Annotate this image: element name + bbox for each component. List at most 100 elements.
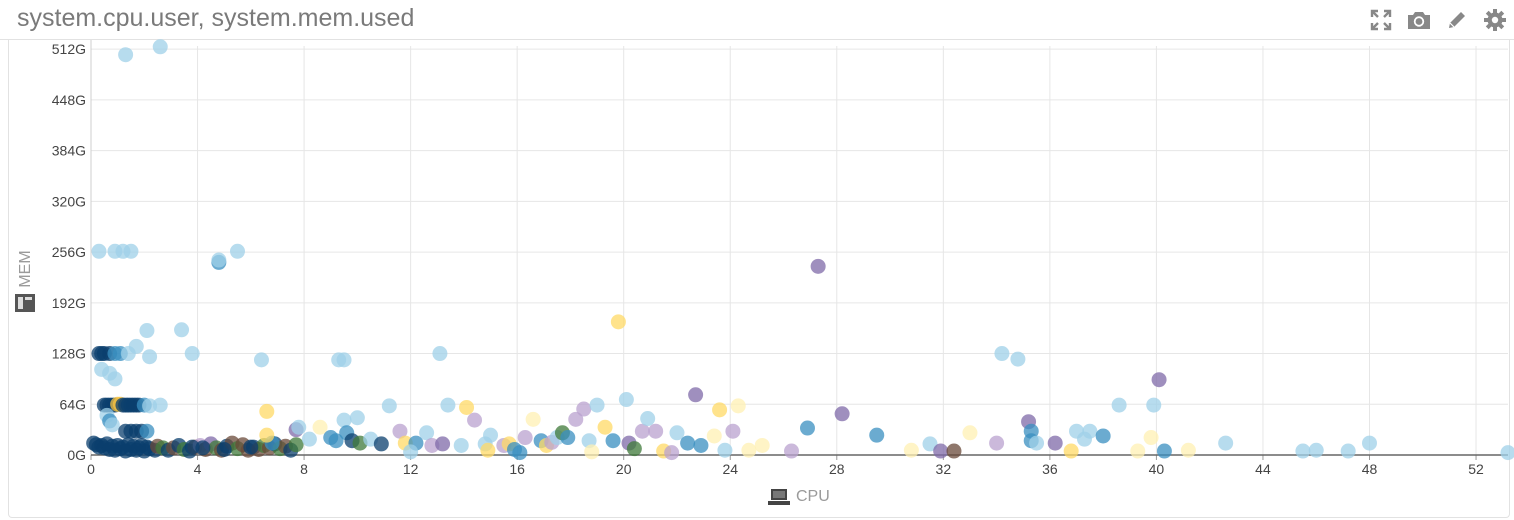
data-point (712, 402, 728, 418)
data-point (517, 430, 533, 446)
data-point (211, 252, 227, 268)
widget-toolbar (1366, 6, 1510, 34)
data-point (459, 399, 475, 415)
data-point (669, 425, 685, 441)
data-point (634, 423, 650, 439)
gear-icon[interactable] (1480, 6, 1510, 34)
data-point (730, 398, 746, 414)
x-tick-label: 8 (300, 461, 308, 477)
data-point (589, 397, 605, 413)
y-axis-label: MEM (14, 246, 36, 316)
data-point (440, 397, 456, 413)
data-point (560, 430, 576, 446)
data-point (1111, 397, 1127, 413)
y-tick-label: 256G (52, 244, 86, 260)
data-point (120, 346, 136, 362)
data-point (903, 442, 919, 458)
data-point (664, 445, 680, 461)
x-axis-title: CPU (796, 488, 830, 505)
data-point (419, 425, 435, 441)
data-point (1218, 435, 1234, 451)
data-point (142, 349, 158, 365)
x-tick-label: 24 (722, 461, 738, 477)
data-point (403, 444, 419, 460)
data-point (962, 425, 978, 441)
data-point (946, 443, 962, 459)
x-axis-label: CPU (768, 487, 830, 507)
data-point (568, 411, 584, 427)
data-point (799, 420, 815, 436)
data-points (86, 39, 1514, 461)
data-point (1180, 442, 1196, 458)
data-point (139, 423, 155, 439)
data-point (184, 346, 200, 362)
data-point (1308, 442, 1324, 458)
widget-header: system.cpu.user, system.mem.used (0, 0, 1514, 40)
widget-frame (8, 40, 1510, 518)
x-tick-label: 52 (1468, 461, 1484, 477)
laptop-icon (768, 489, 790, 505)
x-tick-label: 40 (1149, 461, 1165, 477)
data-point (312, 419, 328, 435)
y-tick-label: 512G (52, 41, 86, 57)
data-point (107, 371, 123, 387)
camera-icon[interactable] (1404, 6, 1434, 34)
data-point (435, 436, 451, 452)
data-point (1146, 397, 1162, 413)
data-point (1295, 443, 1311, 459)
data-point (1063, 443, 1079, 459)
data-point (243, 439, 259, 455)
data-point (118, 47, 134, 63)
data-point (1029, 435, 1045, 451)
pencil-icon[interactable] (1442, 6, 1472, 34)
data-point (754, 437, 770, 453)
y-tick-label: 64G (60, 396, 86, 412)
tick-labels: 0 4 8 12 16 20 24 28 32 36 40 44 48 520G64G128G192G25… (52, 41, 1484, 477)
data-point (184, 439, 200, 455)
expand-icon[interactable] (1366, 6, 1396, 34)
data-point (480, 442, 496, 458)
y-tick-label: 128G (52, 346, 86, 362)
data-point (610, 314, 626, 330)
data-point (640, 411, 656, 427)
data-point (989, 435, 1005, 451)
data-point (994, 346, 1010, 362)
data-point (336, 412, 352, 428)
x-tick-label: 48 (1362, 461, 1378, 477)
data-point (512, 445, 528, 461)
data-point (301, 431, 317, 447)
x-tick-label: 44 (1255, 461, 1271, 477)
data-point (725, 423, 741, 439)
data-point (576, 401, 592, 417)
data-point (216, 441, 232, 457)
data-point (1047, 435, 1063, 451)
data-point (1500, 445, 1514, 461)
data-point (381, 398, 397, 414)
widget-title: system.cpu.user, system.mem.used (17, 4, 415, 32)
data-point (605, 433, 621, 449)
data-point (91, 243, 107, 259)
data-point (933, 443, 949, 459)
data-point (104, 417, 120, 433)
data-point (1156, 443, 1172, 459)
data-point (1095, 428, 1111, 444)
data-point (432, 346, 448, 362)
x-tick-label: 36 (1042, 461, 1058, 477)
x-tick-label: 28 (829, 461, 845, 477)
y-tick-label: 0G (67, 447, 86, 463)
data-point (253, 352, 269, 368)
data-point (195, 440, 211, 456)
data-point (174, 322, 190, 338)
x-tick-label: 0 (87, 461, 95, 477)
data-point (688, 387, 704, 403)
data-point (1010, 351, 1026, 367)
data-point (1082, 423, 1098, 439)
data-point (1340, 443, 1356, 459)
data-point (1130, 443, 1146, 459)
data-point (288, 437, 304, 453)
data-point (139, 323, 155, 339)
data-point (1151, 372, 1167, 388)
data-point (869, 427, 885, 443)
data-point (259, 427, 275, 443)
